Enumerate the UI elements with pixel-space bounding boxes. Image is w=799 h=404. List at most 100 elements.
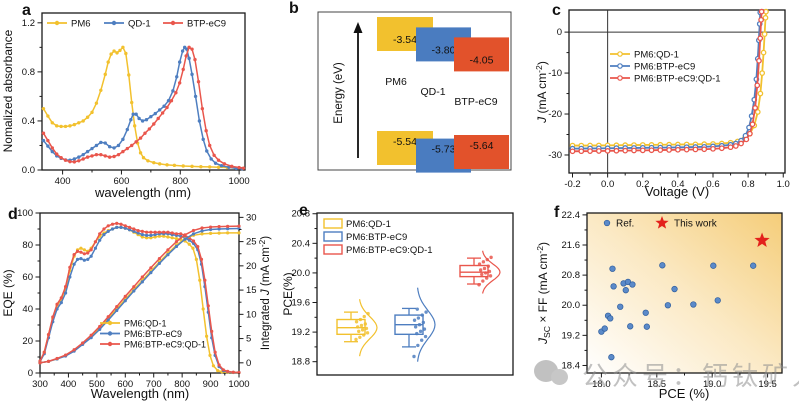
y-tick-label: 15 <box>246 285 257 296</box>
plot-frame <box>586 212 783 374</box>
y-tick-label: 5 <box>246 334 251 345</box>
y-tick-label: 40 <box>22 304 33 315</box>
legend-label: PM6:BTP-eC9:QD-1 <box>124 339 206 349</box>
y-axis-label: EQE (%) <box>1 269 15 316</box>
legend: Ref. This work <box>603 216 718 230</box>
material-name: BTP-eC9 <box>454 96 497 108</box>
y-tick-label: 20.0 <box>292 268 311 279</box>
legend-label: QD-1 <box>128 18 151 29</box>
panel-letter-d: d <box>8 206 18 223</box>
legend-label: PM6:BTP-eC9 <box>124 329 182 339</box>
y-axis-label: Energy (eV) <box>333 62 345 124</box>
box-group-PM6:BTP-eC9:QD-1 <box>459 250 501 294</box>
x-tick-label: 600 <box>117 379 133 390</box>
chart-pce-box: PM6:QD-1PM6:BTP-eC9PM6:BTP-eC9:QD-118.81… <box>281 209 514 376</box>
y-tick-label: 19.2 <box>562 330 581 341</box>
series-line <box>42 46 244 169</box>
series-markers <box>38 224 241 365</box>
chart-jscff-scatter: Ref. This work 18.0 18.5 19.0 19.5 18.4 19.2 20.… <box>535 210 783 401</box>
x-tick-label: 19.0 <box>703 379 722 390</box>
y-axis-ticks: 0.0 0.4 0.8 1.2 <box>22 18 42 176</box>
y-axis-label: Nomalized absorbance <box>1 29 15 152</box>
legend-label: Ref. <box>616 219 634 230</box>
panel-letter-c: c <box>552 2 561 19</box>
chart-absorbance: PM6 QD-1 BTP-eC9 400 600 800 1000 0.0 0.4 0.8 1.2 w… <box>1 12 250 200</box>
x-tick-label: 900 <box>203 379 219 390</box>
material-name: QD-1 <box>420 86 445 98</box>
x-axis-ticks: -0.2 0.0 0.2 0.4 0.6 0.8 1.0 <box>564 173 790 190</box>
x-tick-label: 800 <box>174 379 190 390</box>
x-tick-label: 400 <box>60 379 76 390</box>
y-tick-label: 1.2 <box>22 18 35 29</box>
y-tick-label: -30 <box>548 150 562 161</box>
legend-label: PM6:QD-1 <box>346 219 391 230</box>
y-tick-label: 0.4 <box>22 116 35 127</box>
y-tick-label: 100 <box>17 208 33 219</box>
y-tick-label: 0 <box>28 368 33 379</box>
box-group-PM6:BTP-eC9 <box>394 287 436 362</box>
plot-frame <box>41 12 246 171</box>
x-tick-label: 500 <box>89 379 105 390</box>
x-tick-label: 0.0 <box>601 179 614 190</box>
box-group-PM6:QD-1 <box>336 299 378 357</box>
x-tick-label: 18.5 <box>648 379 667 390</box>
legend-label: PM6:BTP-eC9 <box>634 61 695 72</box>
series-markers <box>41 45 246 170</box>
x-tick-label: 0.4 <box>671 179 684 190</box>
y-axis-ticks: 18.4 19.2 20.0 20.8 21.6 22.4 <box>562 210 587 371</box>
legend-label: PM6:BTP-eC9:QD-1 <box>634 73 721 84</box>
y-tick-label: 25 <box>246 237 257 248</box>
series-Ref. <box>598 262 757 361</box>
y-axis-ticks: 18.8 19.2 19.6 20.0 20.4 20.8 <box>292 209 317 368</box>
homo-value: -5.73 <box>432 144 456 156</box>
lumo-value: -4.05 <box>470 54 494 66</box>
panel-c-jv-curves: c PM6:QD-1 PM6:BTP-eC9 PM6:BTP-eC9:QD-1 -0.… <box>532 0 799 202</box>
energy-level-BTP-eC9: -4.05 -5.64 BTP-eC9 <box>454 37 509 169</box>
x-tick-label: 1000 <box>228 379 249 390</box>
series-line <box>39 226 240 374</box>
x-tick-label: 800 <box>172 176 188 187</box>
x-tick-label: 700 <box>146 379 162 390</box>
series-markers <box>41 45 244 171</box>
arrow-head-icon <box>353 22 363 33</box>
y-tick-label: 0.0 <box>22 165 35 176</box>
panel-e-pce-boxplot: e PM6:QD-1 PM6:BTP-eC9 PM6:BTP-eC9:QD-1 18.… <box>266 202 532 404</box>
y-axis-ticks: 0 20 40 60 80 100 <box>17 208 40 379</box>
lumo-value: -3.80 <box>432 44 456 56</box>
y-tick-label: 30 <box>246 212 257 223</box>
y-axis-label: J (mA cm-2) <box>534 61 549 124</box>
series-markers <box>38 225 241 375</box>
y-tick-label: 18.4 <box>562 360 581 371</box>
y-tick-label: 19.2 <box>292 327 311 338</box>
y-tick-label: 20 <box>22 336 33 347</box>
y-tick-label: 0 <box>557 27 562 38</box>
y-tick-label: 20.0 <box>562 300 581 311</box>
y-axis-label: PCE(%) <box>281 272 295 315</box>
y-tick-label: 20.4 <box>292 238 311 249</box>
legend-label: PM6:BTP-eC9 <box>346 232 407 243</box>
y-axis-label: JSC × FF (mA cm-2) <box>535 242 552 345</box>
x-tick-label: 400 <box>55 176 71 187</box>
series-This work <box>754 232 770 247</box>
plot-frame <box>568 9 786 174</box>
y-tick-label: 18.8 <box>292 357 311 368</box>
x-axis-label: wavelength (nm) <box>94 185 191 200</box>
legend: PM6 QD-1 BTP-eC9 <box>47 18 226 29</box>
material-name: PM6 <box>385 76 407 88</box>
y-tick-label: 22.4 <box>562 210 581 221</box>
legend-label: PM6:QD-1 <box>124 318 167 328</box>
x-tick-label: -0.2 <box>564 179 580 190</box>
y-tick-label: 10 <box>246 309 257 320</box>
panel-letter-b: b <box>289 0 299 17</box>
panel-letter-e: e <box>299 202 308 219</box>
x-axis-label: Voltage (V) <box>645 184 709 199</box>
y-tick-label: 20.8 <box>562 270 581 281</box>
violin-curve <box>359 299 378 357</box>
x-tick-label: 1000 <box>229 176 250 187</box>
panel-a-absorbance: a PM6 QD-1 BTP-eC9 400 600 800 1000 0.0 0.4 0.8 1.… <box>0 0 266 202</box>
